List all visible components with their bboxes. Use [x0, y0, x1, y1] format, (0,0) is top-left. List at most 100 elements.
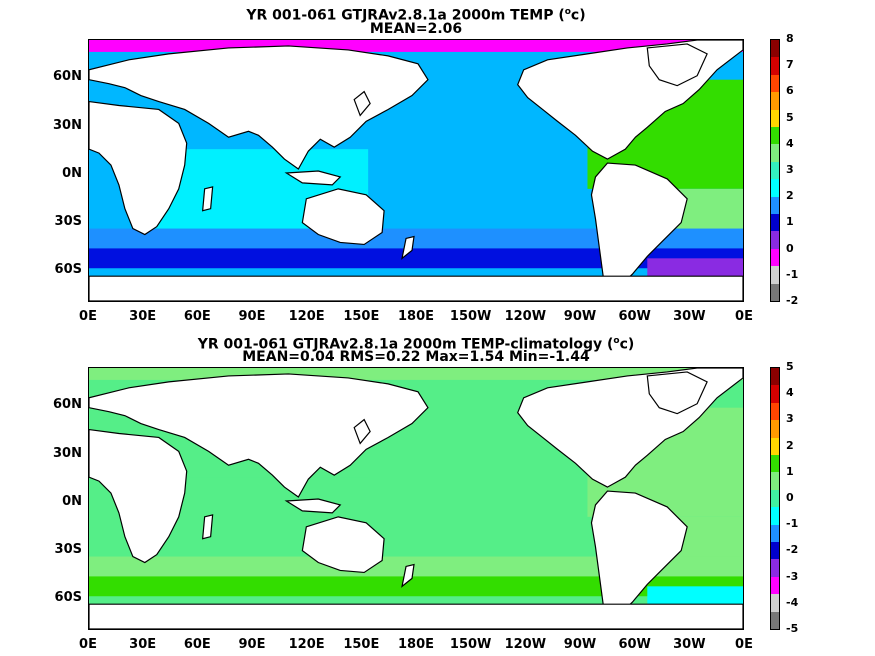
ocean-deep-southern	[89, 248, 743, 269]
lon-label: 150E	[343, 637, 380, 652]
colorbar-label: 4	[786, 136, 794, 150]
land-africa	[89, 428, 188, 564]
land-australia	[301, 188, 385, 246]
colorbar-label: 5	[786, 110, 794, 124]
lat-label: 30N	[53, 445, 82, 461]
lon-label: 30W	[673, 309, 706, 324]
ocean-arctic	[89, 368, 743, 380]
colorbar-label: -2	[786, 294, 799, 307]
colorbar-label: 3	[786, 412, 794, 426]
panel1-colorbar	[770, 39, 780, 302]
lon-label: 0E	[735, 309, 753, 324]
colorbar-swatch	[771, 542, 779, 560]
colorbar-swatch	[771, 57, 779, 76]
lon-label: 30W	[673, 637, 706, 652]
colorbar-label: -1	[786, 517, 799, 531]
colorbar-swatch	[771, 179, 779, 198]
panel1-title: YR 001-061 GTJRAv2.8.1a 2000m TEMP (oc)	[246, 7, 586, 24]
colorbar-swatch	[771, 524, 779, 543]
land-indonesia	[284, 498, 342, 514]
lon-label: 60W	[618, 637, 651, 652]
lat-label: 60S	[54, 261, 82, 277]
colorbar-swatch	[771, 576, 779, 595]
colorbar-label: -4	[786, 595, 799, 609]
panel1-map	[88, 39, 744, 302]
lon-label: 60E	[183, 637, 211, 652]
ocean-deep-southern	[89, 576, 743, 597]
land-newzealand	[401, 563, 415, 588]
panel2-title: YR 001-061 GTJRAv2.8.1a 2000m TEMP-clima…	[197, 336, 635, 353]
panel1-subtitle: MEAN=2.06	[369, 21, 463, 37]
panel2-subtitle: MEAN=0.04 RMS=0.22 Max=1.54 Min=-1.44	[242, 349, 590, 365]
colorbar-swatch	[771, 507, 779, 526]
lat-label: 30N	[53, 117, 82, 133]
colorbar-label: 7	[786, 58, 794, 72]
colorbar-label: 2	[786, 438, 794, 452]
colorbar-swatch	[771, 402, 779, 421]
land-japan	[353, 418, 371, 445]
colorbar-swatch	[771, 127, 779, 145]
ocean-weddell	[647, 258, 743, 277]
lon-label: 90E	[238, 637, 266, 652]
panel2-map	[88, 367, 744, 630]
colorbar-swatch	[771, 109, 779, 128]
land-eurasia	[89, 45, 429, 170]
lon-label: 180E	[397, 309, 435, 324]
lon-label: 30E	[129, 637, 157, 652]
lon-label: 150E	[343, 309, 380, 324]
colorbar-swatch	[771, 214, 779, 232]
colorbar-swatch	[771, 559, 779, 578]
colorbar-label: 4	[786, 386, 794, 400]
lon-label: 150W	[449, 309, 492, 324]
lon-label: 90E	[238, 309, 266, 324]
colorbar-swatch	[771, 231, 779, 250]
ocean-field-2	[89, 368, 743, 629]
colorbar-swatch	[771, 489, 779, 508]
lon-label: 120W	[504, 637, 547, 652]
ocean-field-1	[89, 40, 743, 301]
ocean-weddell	[647, 586, 743, 605]
lon-label: 0E	[79, 309, 97, 324]
land-eurasia	[89, 373, 429, 498]
colorbar-swatch	[771, 455, 779, 473]
colorbar-label: 8	[786, 32, 794, 45]
land-madagascar	[201, 514, 214, 540]
colorbar-swatch	[771, 472, 779, 491]
colorbar-label: -5	[786, 622, 799, 635]
land-australia	[301, 516, 385, 574]
colorbar-label: 0	[786, 241, 794, 255]
colorbar-label: -2	[786, 543, 799, 557]
colorbar-label: -3	[786, 569, 799, 583]
colorbar-swatch	[771, 385, 779, 404]
colorbar-swatch	[771, 161, 779, 180]
colorbar-label: 6	[786, 84, 794, 98]
lon-label: 120E	[288, 309, 325, 324]
colorbar-swatch	[771, 40, 779, 58]
colorbar-swatch	[771, 611, 779, 630]
colorbar-swatch	[771, 74, 779, 93]
lat-label: 60N	[53, 69, 82, 85]
lon-label: 30E	[129, 309, 157, 324]
land-madagascar	[201, 186, 214, 212]
land-greenland	[646, 371, 708, 415]
lon-label: 0E	[735, 637, 753, 652]
lon-label: 150W	[449, 637, 492, 652]
colorbar-swatch	[771, 266, 779, 285]
colorbar-swatch	[771, 420, 779, 439]
land-greenland	[646, 43, 708, 87]
lon-label: 0E	[79, 637, 97, 652]
colorbar-swatch	[771, 92, 779, 111]
colorbar-swatch	[771, 196, 779, 215]
land-antarctica	[89, 275, 743, 301]
lat-label: 30S	[54, 541, 82, 557]
lat-label: 0N	[62, 165, 82, 181]
colorbar-swatch	[771, 248, 779, 267]
ocean-arctic	[89, 40, 743, 52]
land-japan	[353, 90, 371, 117]
lon-label: 120E	[288, 637, 325, 652]
lat-label: 60N	[53, 397, 82, 413]
colorbar-label: 5	[786, 360, 794, 373]
lon-label: 60W	[618, 309, 651, 324]
lat-label: 60S	[54, 589, 82, 605]
panel2-colorbar	[770, 367, 780, 630]
